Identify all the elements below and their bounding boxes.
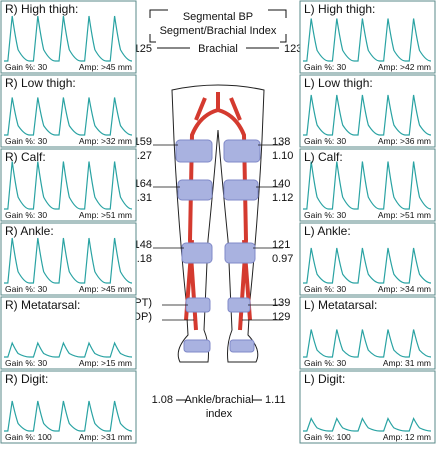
pressure: 139	[272, 297, 290, 309]
panel	[299, 370, 436, 444]
gain: Gain %: 30	[304, 136, 346, 146]
panel-label: L) Calf:	[304, 150, 343, 164]
panel-label: R) Ankle:	[5, 224, 54, 238]
panel	[299, 0, 436, 74]
amp: Amp: 31 mm	[383, 358, 431, 368]
waveform	[4, 400, 133, 432]
title: Segmental BP	[183, 11, 253, 23]
panel-label: L) Low thigh:	[304, 76, 373, 90]
panel	[299, 148, 436, 222]
index: 0.97	[272, 253, 293, 265]
waveform	[303, 94, 432, 136]
waveform	[303, 329, 432, 358]
pressure: 159	[134, 136, 152, 148]
panel-label: R) Digit:	[5, 372, 48, 386]
waveform	[4, 15, 133, 62]
amp: Amp: >32 mm	[79, 136, 132, 146]
panel	[299, 74, 436, 148]
panel-label: L) Metatarsal:	[304, 298, 377, 312]
gain: Gain %: 100	[304, 432, 351, 442]
legs	[171, 84, 265, 363]
leader-lines	[153, 144, 283, 321]
center: Segmental BP Segment/Brachial Index 125 …	[134, 9, 302, 420]
abi-left: 1.11	[265, 394, 286, 406]
subtitle: Segment/Brachial Index	[160, 25, 277, 37]
waveform	[4, 97, 133, 136]
panel-label: R) Calf:	[5, 150, 46, 164]
gain: Gain %: 30	[5, 210, 47, 220]
cuffs	[175, 139, 261, 353]
panel	[0, 296, 137, 370]
gain: Gain %: 30	[5, 62, 47, 72]
index: 1.10	[272, 150, 293, 162]
panel-label: L) Digit:	[304, 372, 345, 386]
waveform	[303, 161, 432, 210]
abi-label: Ankle/brachial	[184, 394, 253, 406]
waveform	[303, 18, 432, 62]
pressure: 164	[134, 178, 152, 190]
amp: Amp: >36 mm	[378, 136, 431, 146]
amp: Amp: >15 mm	[79, 358, 132, 368]
gain: Gain %: 30	[5, 358, 47, 368]
amp: Amp: >31 mm	[79, 432, 132, 442]
brachial-label: Brachial	[198, 43, 238, 55]
waveform	[4, 341, 133, 358]
panel	[0, 0, 137, 74]
gain: Gain %: 100	[5, 432, 52, 442]
waveform	[4, 237, 133, 284]
amp: Amp: >45 mm	[79, 62, 132, 72]
panel-label: L) High thigh:	[304, 2, 375, 16]
amp: Amp: >51 mm	[378, 210, 431, 220]
panel-label: R) High thigh:	[5, 2, 78, 16]
panel	[0, 222, 137, 296]
gain: Gain %: 30	[5, 136, 47, 146]
gain: Gain %: 30	[304, 284, 346, 294]
abi-label: index	[206, 408, 233, 420]
pressure: 140	[272, 178, 290, 190]
gain: Gain %: 30	[5, 284, 47, 294]
bracket	[149, 9, 287, 43]
pressure: 148	[134, 239, 152, 251]
panel-label: R) Low thigh:	[5, 76, 76, 90]
waveform	[303, 247, 432, 284]
gain: Gain %: 30	[304, 358, 346, 368]
pressure: 121	[272, 239, 290, 251]
waveform	[303, 417, 432, 432]
arteries	[184, 92, 252, 331]
index: 129	[272, 311, 290, 323]
brachial-right: 125	[134, 43, 152, 55]
pressure: 138	[272, 136, 290, 148]
panel-label: R) Metatarsal:	[5, 298, 80, 312]
abi-right: 1.08	[152, 394, 173, 406]
amp: Amp: >45 mm	[79, 284, 132, 294]
index: 1.12	[272, 192, 293, 204]
brachial-left: 123	[284, 43, 302, 55]
gain: Gain %: 30	[304, 62, 346, 72]
amp: Amp: >51 mm	[79, 210, 132, 220]
amp: Amp: >34 mm	[378, 284, 431, 294]
panel	[0, 148, 137, 222]
panel-label: L) Ankle:	[304, 224, 351, 238]
amp: Amp: 12 mm	[383, 432, 431, 442]
gain: Gain %: 30	[304, 210, 346, 220]
waveform	[4, 161, 133, 210]
amp: Amp: >42 mm	[378, 62, 431, 72]
